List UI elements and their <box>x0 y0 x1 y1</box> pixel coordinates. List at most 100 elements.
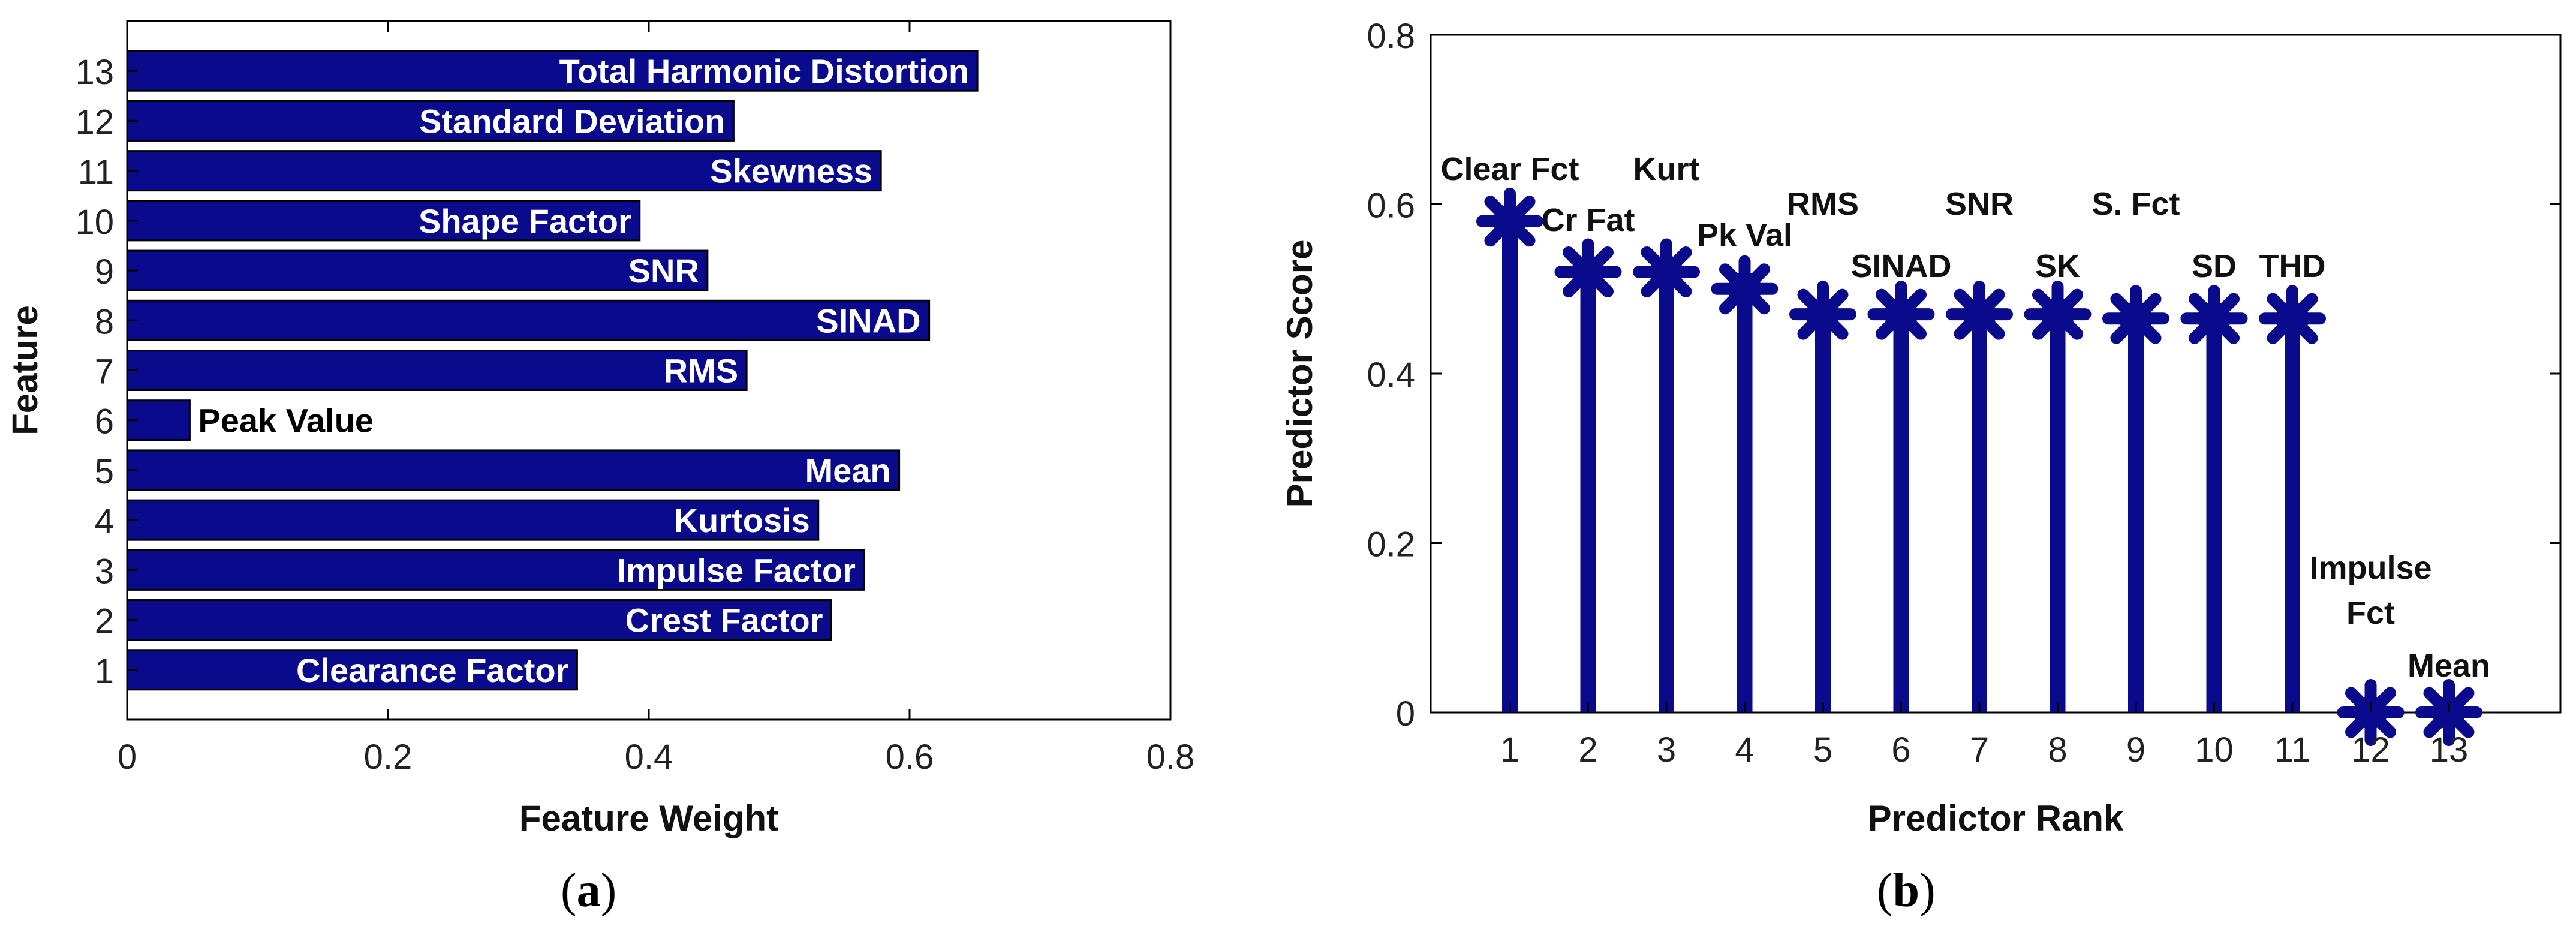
point-label: Fct <box>2346 595 2395 631</box>
marker-core <box>2041 297 2075 332</box>
point-label: SINAD <box>1850 248 1951 284</box>
x-tick-label-b: 7 <box>1970 730 1989 769</box>
point-label: Pk Val <box>1697 217 1792 253</box>
point-label: RMS <box>1787 186 1859 222</box>
x-tick-label-a: 0.4 <box>625 738 673 777</box>
bar-label: Peak Value <box>198 402 374 440</box>
point-label: SNR <box>1945 186 2014 222</box>
x-axis-label-b: Predictor Rank <box>1868 798 2124 838</box>
x-tick-label-b: 9 <box>2126 730 2145 769</box>
x-tick-label-b: 10 <box>2195 730 2234 769</box>
bar <box>126 200 641 242</box>
point-label: Cr Fat <box>1541 202 1635 238</box>
y-tick-label-b: 0.4 <box>1367 356 1415 395</box>
bar-label: Kurtosis <box>674 501 810 539</box>
bar <box>126 150 882 192</box>
bar-label: Crest Factor <box>625 602 823 639</box>
marker-core <box>1728 272 1762 306</box>
marker-core <box>1650 255 1683 289</box>
x-tick-label-b: 6 <box>1891 730 1910 769</box>
point-label: Kurt <box>1633 151 1700 187</box>
plot-area-b <box>1430 34 2562 714</box>
point-label: SD <box>2192 248 2237 284</box>
x-axis-label-a: Feature Weight <box>519 798 778 838</box>
bar <box>126 350 748 391</box>
x-tick-label-b: 4 <box>1735 730 1754 769</box>
bar <box>126 100 735 142</box>
y-tick-label-a: 7 <box>95 353 114 392</box>
y-tick-label-a: 13 <box>75 53 114 92</box>
marker-core <box>1963 297 1996 332</box>
x-tick-label-a: 0.2 <box>364 738 413 777</box>
stem-marker <box>1789 281 1856 348</box>
y-axis-label-a: Feature <box>5 305 45 435</box>
bar <box>126 549 865 591</box>
y-tick-label-a: 9 <box>95 252 114 291</box>
bar-label: SINAD <box>816 302 920 339</box>
bar-label: RMS <box>664 352 738 390</box>
y-tick-label-a: 6 <box>95 402 114 441</box>
panel-a-chart: 0 0.2 0.4 0.6 0.8 1 Clearance Factor 2 Crest Fac… <box>5 20 1195 838</box>
y-tick-label-a: 8 <box>95 302 114 341</box>
marker-core <box>2276 302 2309 336</box>
x-tick-label-a: 0 <box>118 738 137 777</box>
point-label: SK <box>2035 248 2080 284</box>
bar <box>126 249 709 291</box>
point-label: S. Fct <box>2092 186 2180 222</box>
point-label: Impulse <box>2309 550 2431 586</box>
y-tick-label-b: 0.8 <box>1367 17 1415 56</box>
caption-a-letter: a <box>576 864 601 917</box>
x-tick-label-a: 0.6 <box>886 738 934 777</box>
stem-marker <box>1633 238 1700 306</box>
y-tick-label-a: 1 <box>95 652 114 691</box>
x-tick-label-b: 5 <box>1813 730 1832 769</box>
y-tick-label-a: 2 <box>95 602 114 641</box>
stem-marker <box>2102 285 2169 353</box>
y-tick-label-a: 12 <box>75 103 114 142</box>
stem-marker <box>1476 187 1543 255</box>
bar-label: Mean <box>805 452 890 489</box>
x-tick-label-a: 0.8 <box>1146 738 1195 777</box>
caption-b: (b) <box>1877 864 1936 917</box>
point-label: Clear Fct <box>1440 151 1579 187</box>
point-label: THD <box>2259 248 2326 284</box>
panel-b-chart: 0 0.2 0.4 0.6 0.8 1 Clear Fct 2 Cr Fat 3 Kurt 4 Pk V… <box>1280 17 2562 838</box>
stem-marker <box>2180 285 2248 353</box>
x-tick-label-b: 8 <box>2048 730 2067 769</box>
stem-marker <box>1554 238 1622 306</box>
bar-label: Clearance Factor <box>296 651 568 689</box>
stem-marker <box>2259 285 2326 353</box>
bar <box>126 449 901 491</box>
y-tick-label-a: 10 <box>75 203 114 242</box>
y-tick-label-a: 5 <box>95 452 114 491</box>
marker-core <box>1884 297 1918 332</box>
marker-core <box>1571 255 1605 289</box>
bar-label: Standard Deviation <box>419 102 725 140</box>
y-tick-label-b: 0.2 <box>1367 525 1415 564</box>
point-label: Mean <box>2408 648 2490 684</box>
y-tick-label-a: 3 <box>95 552 114 591</box>
bar-label: Shape Factor <box>419 202 631 240</box>
x-tick-label-b: 1 <box>1500 730 1519 769</box>
x-tick-label-b: 13 <box>2430 730 2469 769</box>
bar-label: Total Harmonic Distortion <box>559 52 969 90</box>
y-tick-label-b: 0.6 <box>1367 187 1415 226</box>
marker-core <box>2197 302 2231 336</box>
y-axis-label-b: Predictor Score <box>1280 240 1320 508</box>
caption-b-letter: b <box>1892 864 1920 917</box>
marker-core <box>1806 297 1840 332</box>
bar-label: Impulse Factor <box>617 551 856 589</box>
stem-marker <box>2024 281 2092 348</box>
x-tick-label-b: 2 <box>1578 730 1597 769</box>
marker-core <box>2119 302 2153 336</box>
bar <box>126 299 931 341</box>
bar-label: SNR <box>628 252 699 290</box>
bar-label: Skewness <box>710 152 872 190</box>
stem-marker <box>1867 281 1935 348</box>
marker-core <box>1493 204 1527 238</box>
y-tick-label-a: 11 <box>78 153 114 192</box>
caption-a: (a) <box>561 864 617 917</box>
y-tick-label-a: 4 <box>95 502 114 541</box>
stem-marker <box>1946 281 2013 348</box>
